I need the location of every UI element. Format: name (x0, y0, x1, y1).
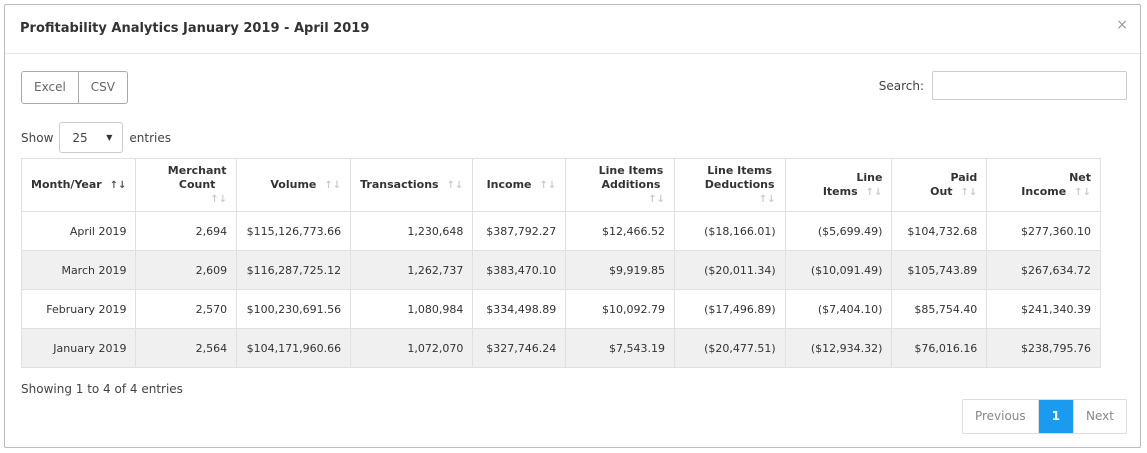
cell-merchant-count: 2,694 (135, 211, 238, 251)
search-label: Search: (878, 78, 924, 93)
cell-transactions: 1,230,648 (350, 211, 474, 251)
table-info: Showing 1 to 4 of 4 entries (21, 382, 183, 396)
cell-paid-out: $104,732.68 (891, 211, 988, 251)
column-header-income[interactable]: Income ↑↓ (472, 158, 567, 212)
cell-line-items-deductions: ($17,496.89) (673, 289, 786, 329)
sort-icon: ↑↓ (324, 179, 342, 191)
cell-transactions: 1,080,984 (350, 289, 474, 329)
cell-volume: $115,126,773.66 (236, 211, 352, 251)
table-row: April 2019 2,694 $115,126,773.66 1,230,6… (20, 211, 1101, 251)
modal-title: Profitability Analytics January 2019 - A… (20, 21, 370, 36)
cell-net-income: $241,340.39 (986, 289, 1101, 329)
profitability-modal: Profitability Analytics January 2019 - A… (4, 4, 1141, 448)
cell-net-income: $238,795.76 (986, 328, 1101, 368)
pagination: Previous 1 Next (961, 399, 1127, 434)
cell-volume: $116,287,725.12 (236, 250, 352, 290)
column-header-volume[interactable]: Volume ↑↓ (236, 158, 352, 212)
cell-transactions: 1,262,737 (350, 250, 474, 290)
cell-income: $334,498.89 (472, 289, 567, 329)
sort-desc-icon: ↑↓ (109, 179, 127, 191)
cell-income: $387,792.27 (472, 211, 567, 251)
cell-merchant-count: 2,609 (135, 250, 238, 290)
sort-icon: ↑↓ (758, 193, 776, 205)
cell-merchant-count: 2,564 (135, 328, 238, 368)
export-button-group: Excel CSV (21, 71, 129, 104)
sort-icon: ↑↓ (446, 179, 464, 191)
modal-header: Profitability Analytics January 2019 - A… (5, 5, 1140, 54)
csv-button[interactable]: CSV (77, 72, 128, 103)
entries-label: entries (129, 130, 171, 145)
entries-length-control: Show 25 ▼ entries (21, 122, 171, 153)
cell-merchant-count: 2,570 (135, 289, 238, 329)
cell-net-income: $267,634.72 (986, 250, 1101, 290)
sort-icon: ↑↓ (539, 179, 557, 191)
chevron-down-icon: ▼ (106, 133, 113, 142)
column-header-line-items-deductions[interactable]: Line Items Deductions↑↓ (673, 158, 786, 212)
cell-volume: $100,230,691.56 (236, 289, 352, 329)
cell-paid-out: $85,754.40 (891, 289, 988, 329)
sort-icon: ↑↓ (210, 193, 228, 205)
sort-icon: ↑↓ (865, 186, 883, 198)
sort-icon: ↑↓ (960, 186, 978, 198)
cell-paid-out: $76,016.16 (891, 328, 988, 368)
column-header-month-year[interactable]: Month/Year ↑↓ (20, 158, 137, 212)
cell-line-items-deductions: ($20,477.51) (673, 328, 786, 368)
cell-month-year: March 2019 (20, 250, 137, 290)
close-icon[interactable]: × (1116, 17, 1128, 33)
excel-button[interactable]: Excel (22, 72, 78, 103)
cell-line-items-additions: $12,466.52 (565, 211, 675, 251)
sort-icon: ↑↓ (1074, 186, 1091, 198)
cell-paid-out: $105,743.89 (891, 250, 988, 290)
column-header-merchant-count[interactable]: Merchant Count↑↓ (135, 158, 238, 212)
table-row: February 2019 2,570 $100,230,691.56 1,08… (20, 289, 1101, 329)
cell-net-income: $277,360.10 (986, 211, 1101, 251)
cell-line-items-deductions: ($20,011.34) (673, 250, 786, 290)
entries-select-value: 25 (72, 130, 88, 145)
cell-transactions: 1,072,070 (350, 328, 474, 368)
cell-line-items: ($5,699.49) (784, 211, 893, 251)
cell-month-year: February 2019 (20, 289, 137, 329)
table-row: January 2019 2,564 $104,171,960.66 1,072… (20, 328, 1101, 368)
cell-line-items: ($12,934.32) (784, 328, 893, 368)
column-header-net-income[interactable]: Net Income ↑↓ (986, 158, 1101, 212)
table-header-row: Month/Year ↑↓ Merchant Count↑↓ Volume ↑↓ T… (20, 158, 1101, 212)
column-header-line-items[interactable]: Line Items ↑↓ (784, 158, 893, 212)
show-label: Show (21, 130, 54, 145)
cell-line-items-deductions: ($18,166.01) (673, 211, 786, 251)
entries-select[interactable]: 25 ▼ (59, 122, 124, 153)
column-header-line-items-additions[interactable]: Line Items Additions↑↓ (565, 158, 675, 212)
cell-line-items-additions: $9,919.85 (565, 250, 675, 290)
cell-line-items: ($10,091.49) (784, 250, 893, 290)
cell-income: $327,746.24 (472, 328, 567, 368)
sort-icon: ↑↓ (648, 193, 665, 205)
table-row: March 2019 2,609 $116,287,725.12 1,262,7… (20, 250, 1101, 290)
next-page-button[interactable]: Next (1073, 400, 1126, 433)
page-1-button[interactable]: 1 (1037, 400, 1074, 433)
profitability-table: Month/Year ↑↓ Merchant Count↑↓ Volume ↑↓ T… (20, 158, 1101, 368)
cell-month-year: January 2019 (20, 328, 137, 368)
cell-volume: $104,171,960.66 (236, 328, 352, 368)
column-header-transactions[interactable]: Transactions ↑↓ (350, 158, 474, 212)
cell-line-items: ($7,404.10) (784, 289, 893, 329)
cell-month-year: April 2019 (20, 211, 137, 251)
cell-line-items-additions: $10,092.79 (565, 289, 675, 329)
cell-income: $383,470.10 (472, 250, 567, 290)
cell-line-items-additions: $7,543.19 (565, 328, 675, 368)
column-header-paid-out[interactable]: Paid Out ↑↓ (891, 158, 988, 212)
search-input[interactable] (932, 71, 1127, 100)
search-area: Search: (879, 71, 1127, 100)
previous-page-button[interactable]: Previous (962, 400, 1038, 433)
